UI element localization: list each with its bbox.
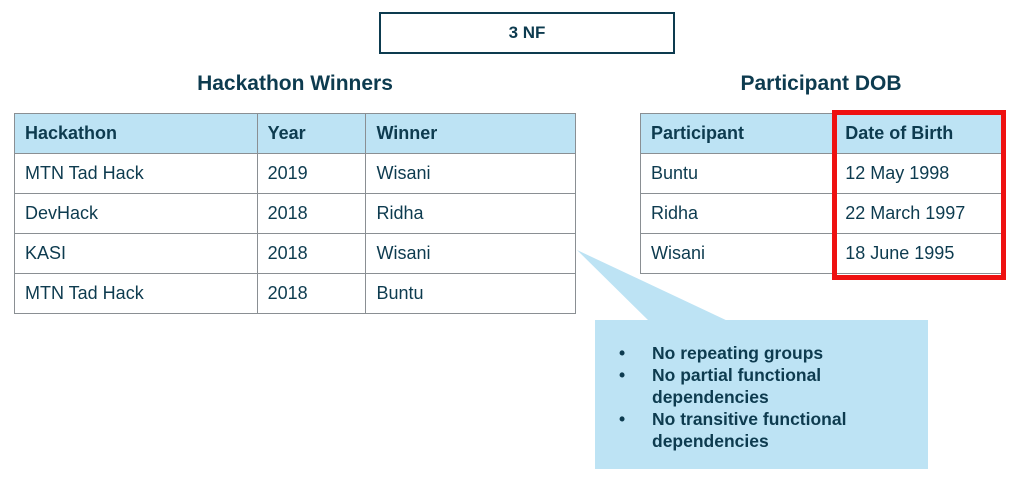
- table-cell: KASI: [14, 233, 258, 274]
- list-item: • No transitive functional dependencies: [615, 408, 912, 452]
- table-cell: 2018: [256, 193, 367, 234]
- list-item: • No repeating groups: [615, 342, 912, 364]
- table-row: MTN Tad Hack 2019 Wisani: [14, 153, 576, 194]
- table-row: KASI 2018 Wisani: [14, 233, 576, 274]
- bullet-icon: •: [619, 409, 626, 429]
- table-cell: 2019: [256, 153, 367, 194]
- table-header-row: Hackathon Year Winner: [14, 113, 576, 154]
- rule-text: No transitive functional dependencies: [652, 409, 847, 451]
- table-header-row: Participant Date of Birth: [639, 113, 1002, 154]
- table-cell: Wisani: [365, 233, 576, 274]
- slide-title: 3 NF: [379, 12, 675, 54]
- normal-form-rules-callout: • No repeating groups • No partial funct…: [595, 320, 928, 469]
- participant-dob-heading: Participant DOB: [740, 72, 902, 95]
- table-cell: 2018: [256, 233, 367, 274]
- rule-text: No partial functional dependencies: [652, 365, 822, 407]
- participant-dob-table: Participant Date of Birth Buntu 12 May 1…: [639, 113, 1002, 274]
- table-cell: MTN Tad Hack: [14, 273, 258, 314]
- table-cell: Buntu: [639, 153, 836, 194]
- list-item: • No partial functional dependencies: [615, 364, 912, 408]
- table-row: DevHack 2018 Ridha: [14, 193, 576, 234]
- table-cell: Ridha: [365, 193, 576, 234]
- table-row: MTN Tad Hack 2018 Buntu: [14, 273, 576, 314]
- table-cell: 12 May 1998: [834, 153, 1002, 194]
- table-cell: Buntu: [365, 273, 576, 314]
- table-row: Ridha 22 March 1997: [639, 193, 1002, 234]
- table-cell: 22 March 1997: [834, 193, 1002, 234]
- table-cell: DevHack: [14, 193, 258, 234]
- table-cell: Wisani: [365, 153, 576, 194]
- hackathon-winners-table: Hackathon Year Winner MTN Tad Hack 2019 …: [14, 113, 576, 314]
- column-header-year: Year: [256, 113, 367, 154]
- table-cell: 18 June 1995: [834, 233, 1002, 274]
- table-cell: MTN Tad Hack: [14, 153, 258, 194]
- rule-text: No repeating groups: [652, 343, 824, 363]
- column-header-hackathon: Hackathon: [14, 113, 258, 154]
- rules-list: • No repeating groups • No partial funct…: [615, 342, 912, 452]
- table-cell: Ridha: [639, 193, 836, 234]
- column-header-date-of-birth: Date of Birth: [834, 113, 1002, 154]
- hackathon-winners-heading: Hackathon Winners: [197, 72, 393, 95]
- table-cell: Wisani: [639, 233, 836, 274]
- bullet-icon: •: [619, 343, 626, 363]
- bullet-icon: •: [619, 365, 626, 385]
- column-header-winner: Winner: [365, 113, 576, 154]
- table-row: Wisani 18 June 1995: [639, 233, 1002, 274]
- table-cell: 2018: [256, 273, 367, 314]
- column-header-participant: Participant: [639, 113, 836, 154]
- table-row: Buntu 12 May 1998: [639, 153, 1002, 194]
